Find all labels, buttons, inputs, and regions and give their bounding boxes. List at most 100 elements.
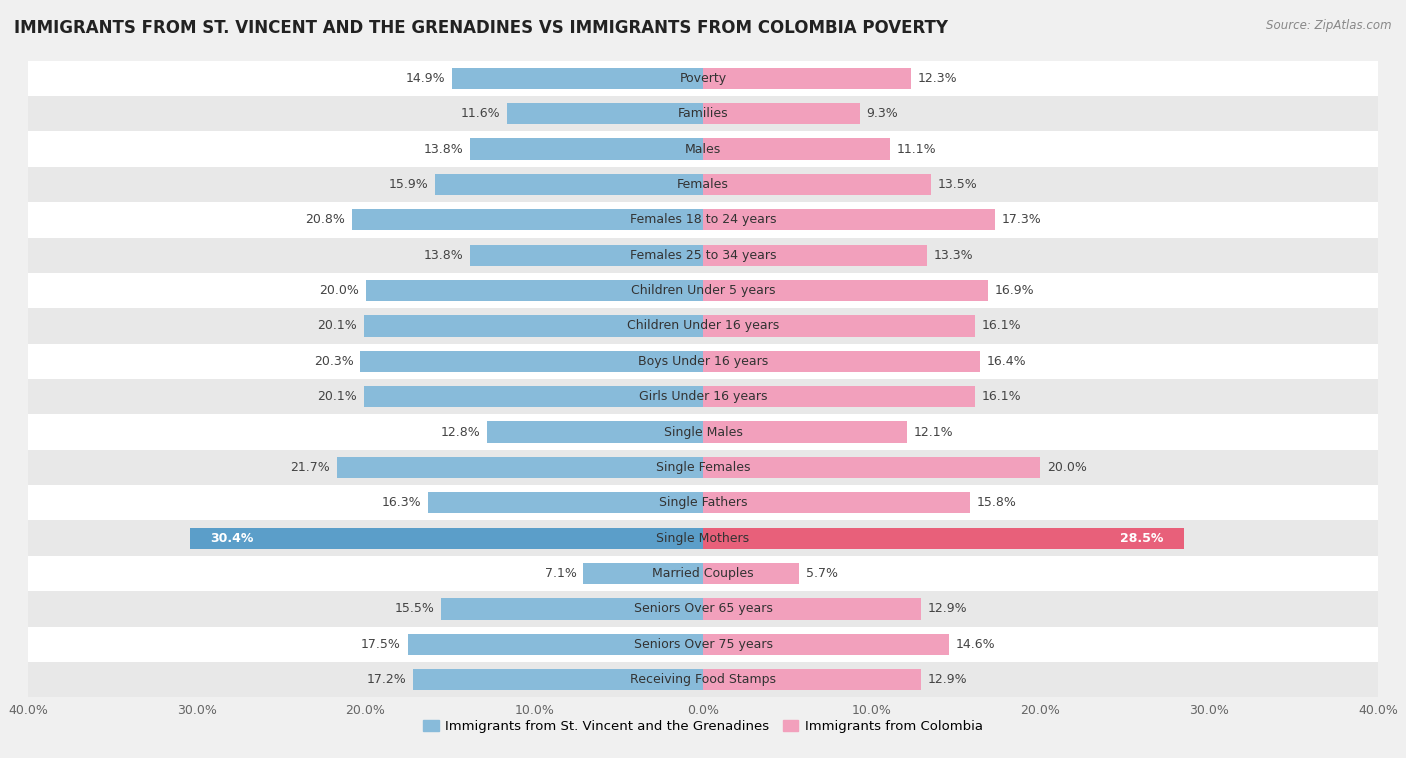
Text: 14.6%: 14.6% <box>956 637 995 651</box>
Text: Girls Under 16 years: Girls Under 16 years <box>638 390 768 403</box>
Text: 20.8%: 20.8% <box>305 213 346 227</box>
Bar <box>352 209 703 230</box>
Text: Single Females: Single Females <box>655 461 751 474</box>
Bar <box>28 627 1378 662</box>
Text: Married Couples: Married Couples <box>652 567 754 580</box>
Bar <box>28 237 1378 273</box>
Text: 13.3%: 13.3% <box>934 249 974 262</box>
Bar <box>703 67 911 89</box>
Bar <box>28 202 1378 237</box>
Text: Families: Families <box>678 107 728 121</box>
Bar <box>408 634 703 655</box>
Text: 15.8%: 15.8% <box>976 496 1017 509</box>
Text: Seniors Over 75 years: Seniors Over 75 years <box>634 637 772 651</box>
Bar <box>441 598 703 619</box>
Text: Boys Under 16 years: Boys Under 16 years <box>638 355 768 368</box>
Bar <box>703 139 890 160</box>
Bar <box>366 280 703 301</box>
Bar <box>703 457 1040 478</box>
Bar <box>28 273 1378 309</box>
Bar <box>28 61 1378 96</box>
Text: 20.0%: 20.0% <box>319 284 359 297</box>
Bar <box>434 174 703 195</box>
Text: 11.6%: 11.6% <box>461 107 501 121</box>
Bar <box>28 521 1378 556</box>
Bar <box>28 379 1378 415</box>
Bar <box>364 386 703 407</box>
Bar <box>703 351 980 372</box>
Bar <box>508 103 703 124</box>
Text: 13.8%: 13.8% <box>423 143 464 155</box>
Bar <box>703 634 949 655</box>
Text: 12.9%: 12.9% <box>928 673 967 686</box>
Bar <box>451 67 703 89</box>
Text: 9.3%: 9.3% <box>866 107 898 121</box>
Text: Males: Males <box>685 143 721 155</box>
Text: Receiving Food Stamps: Receiving Food Stamps <box>630 673 776 686</box>
Text: 16.1%: 16.1% <box>981 319 1021 333</box>
Text: 12.9%: 12.9% <box>928 603 967 615</box>
Bar <box>703 315 974 337</box>
Text: 15.9%: 15.9% <box>388 178 427 191</box>
Text: Children Under 16 years: Children Under 16 years <box>627 319 779 333</box>
Bar <box>28 343 1378 379</box>
Bar <box>703 386 974 407</box>
Text: Children Under 5 years: Children Under 5 years <box>631 284 775 297</box>
Bar <box>703 421 907 443</box>
Text: 7.1%: 7.1% <box>544 567 576 580</box>
Bar <box>28 131 1378 167</box>
Text: Single Mothers: Single Mothers <box>657 531 749 545</box>
Text: 20.3%: 20.3% <box>314 355 354 368</box>
Bar <box>190 528 703 549</box>
Bar <box>703 280 988 301</box>
Bar <box>337 457 703 478</box>
Bar <box>703 492 970 513</box>
Text: 20.1%: 20.1% <box>318 390 357 403</box>
Bar <box>28 96 1378 131</box>
Text: 16.1%: 16.1% <box>981 390 1021 403</box>
Bar <box>486 421 703 443</box>
Text: Females 18 to 24 years: Females 18 to 24 years <box>630 213 776 227</box>
Text: 14.9%: 14.9% <box>405 72 444 85</box>
Bar <box>28 167 1378 202</box>
Bar <box>364 315 703 337</box>
Bar <box>703 528 1184 549</box>
Bar <box>703 598 921 619</box>
Text: 13.5%: 13.5% <box>938 178 977 191</box>
Bar <box>28 309 1378 343</box>
Bar <box>28 449 1378 485</box>
Bar <box>470 245 703 266</box>
Text: Source: ZipAtlas.com: Source: ZipAtlas.com <box>1267 19 1392 32</box>
Bar <box>28 591 1378 627</box>
Text: 21.7%: 21.7% <box>291 461 330 474</box>
Text: 20.1%: 20.1% <box>318 319 357 333</box>
Bar <box>703 245 928 266</box>
Bar <box>28 556 1378 591</box>
Text: 17.2%: 17.2% <box>367 673 406 686</box>
Text: 15.5%: 15.5% <box>395 603 434 615</box>
Text: 20.0%: 20.0% <box>1047 461 1087 474</box>
Bar <box>703 563 799 584</box>
Bar <box>703 174 931 195</box>
Bar <box>427 492 703 513</box>
Bar <box>703 669 921 691</box>
Text: Single Fathers: Single Fathers <box>659 496 747 509</box>
Legend: Immigrants from St. Vincent and the Grenadines, Immigrants from Colombia: Immigrants from St. Vincent and the Gren… <box>418 715 988 738</box>
Text: 11.1%: 11.1% <box>897 143 936 155</box>
Bar <box>28 415 1378 449</box>
Bar <box>583 563 703 584</box>
Text: IMMIGRANTS FROM ST. VINCENT AND THE GRENADINES VS IMMIGRANTS FROM COLOMBIA POVER: IMMIGRANTS FROM ST. VINCENT AND THE GREN… <box>14 19 948 37</box>
Text: Poverty: Poverty <box>679 72 727 85</box>
Text: 30.4%: 30.4% <box>211 531 253 545</box>
Bar <box>360 351 703 372</box>
Text: Females 25 to 34 years: Females 25 to 34 years <box>630 249 776 262</box>
Text: 13.8%: 13.8% <box>423 249 464 262</box>
Bar <box>28 485 1378 521</box>
Bar <box>703 103 860 124</box>
Text: 17.5%: 17.5% <box>361 637 401 651</box>
Text: 5.7%: 5.7% <box>806 567 838 580</box>
Text: 17.3%: 17.3% <box>1001 213 1042 227</box>
Bar <box>28 662 1378 697</box>
Bar <box>470 139 703 160</box>
Text: 12.1%: 12.1% <box>914 425 953 439</box>
